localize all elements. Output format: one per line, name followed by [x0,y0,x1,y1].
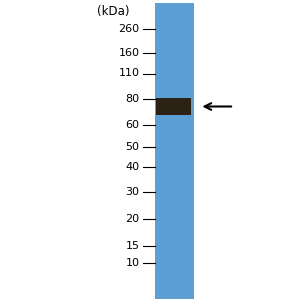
Text: 20: 20 [125,214,140,224]
Text: 260: 260 [118,23,140,34]
Text: (kDa): (kDa) [97,5,129,19]
Bar [156,98,190,115]
Text: 15: 15 [125,241,140,251]
Text: 110: 110 [118,68,140,79]
Text: 30: 30 [125,187,140,197]
Text: 60: 60 [125,119,140,130]
Text: 50: 50 [125,142,140,152]
Text: 40: 40 [125,161,140,172]
Text: 80: 80 [125,94,140,104]
Text: 10: 10 [125,257,140,268]
Text: 160: 160 [118,47,140,58]
Bar [154,3,194,298]
